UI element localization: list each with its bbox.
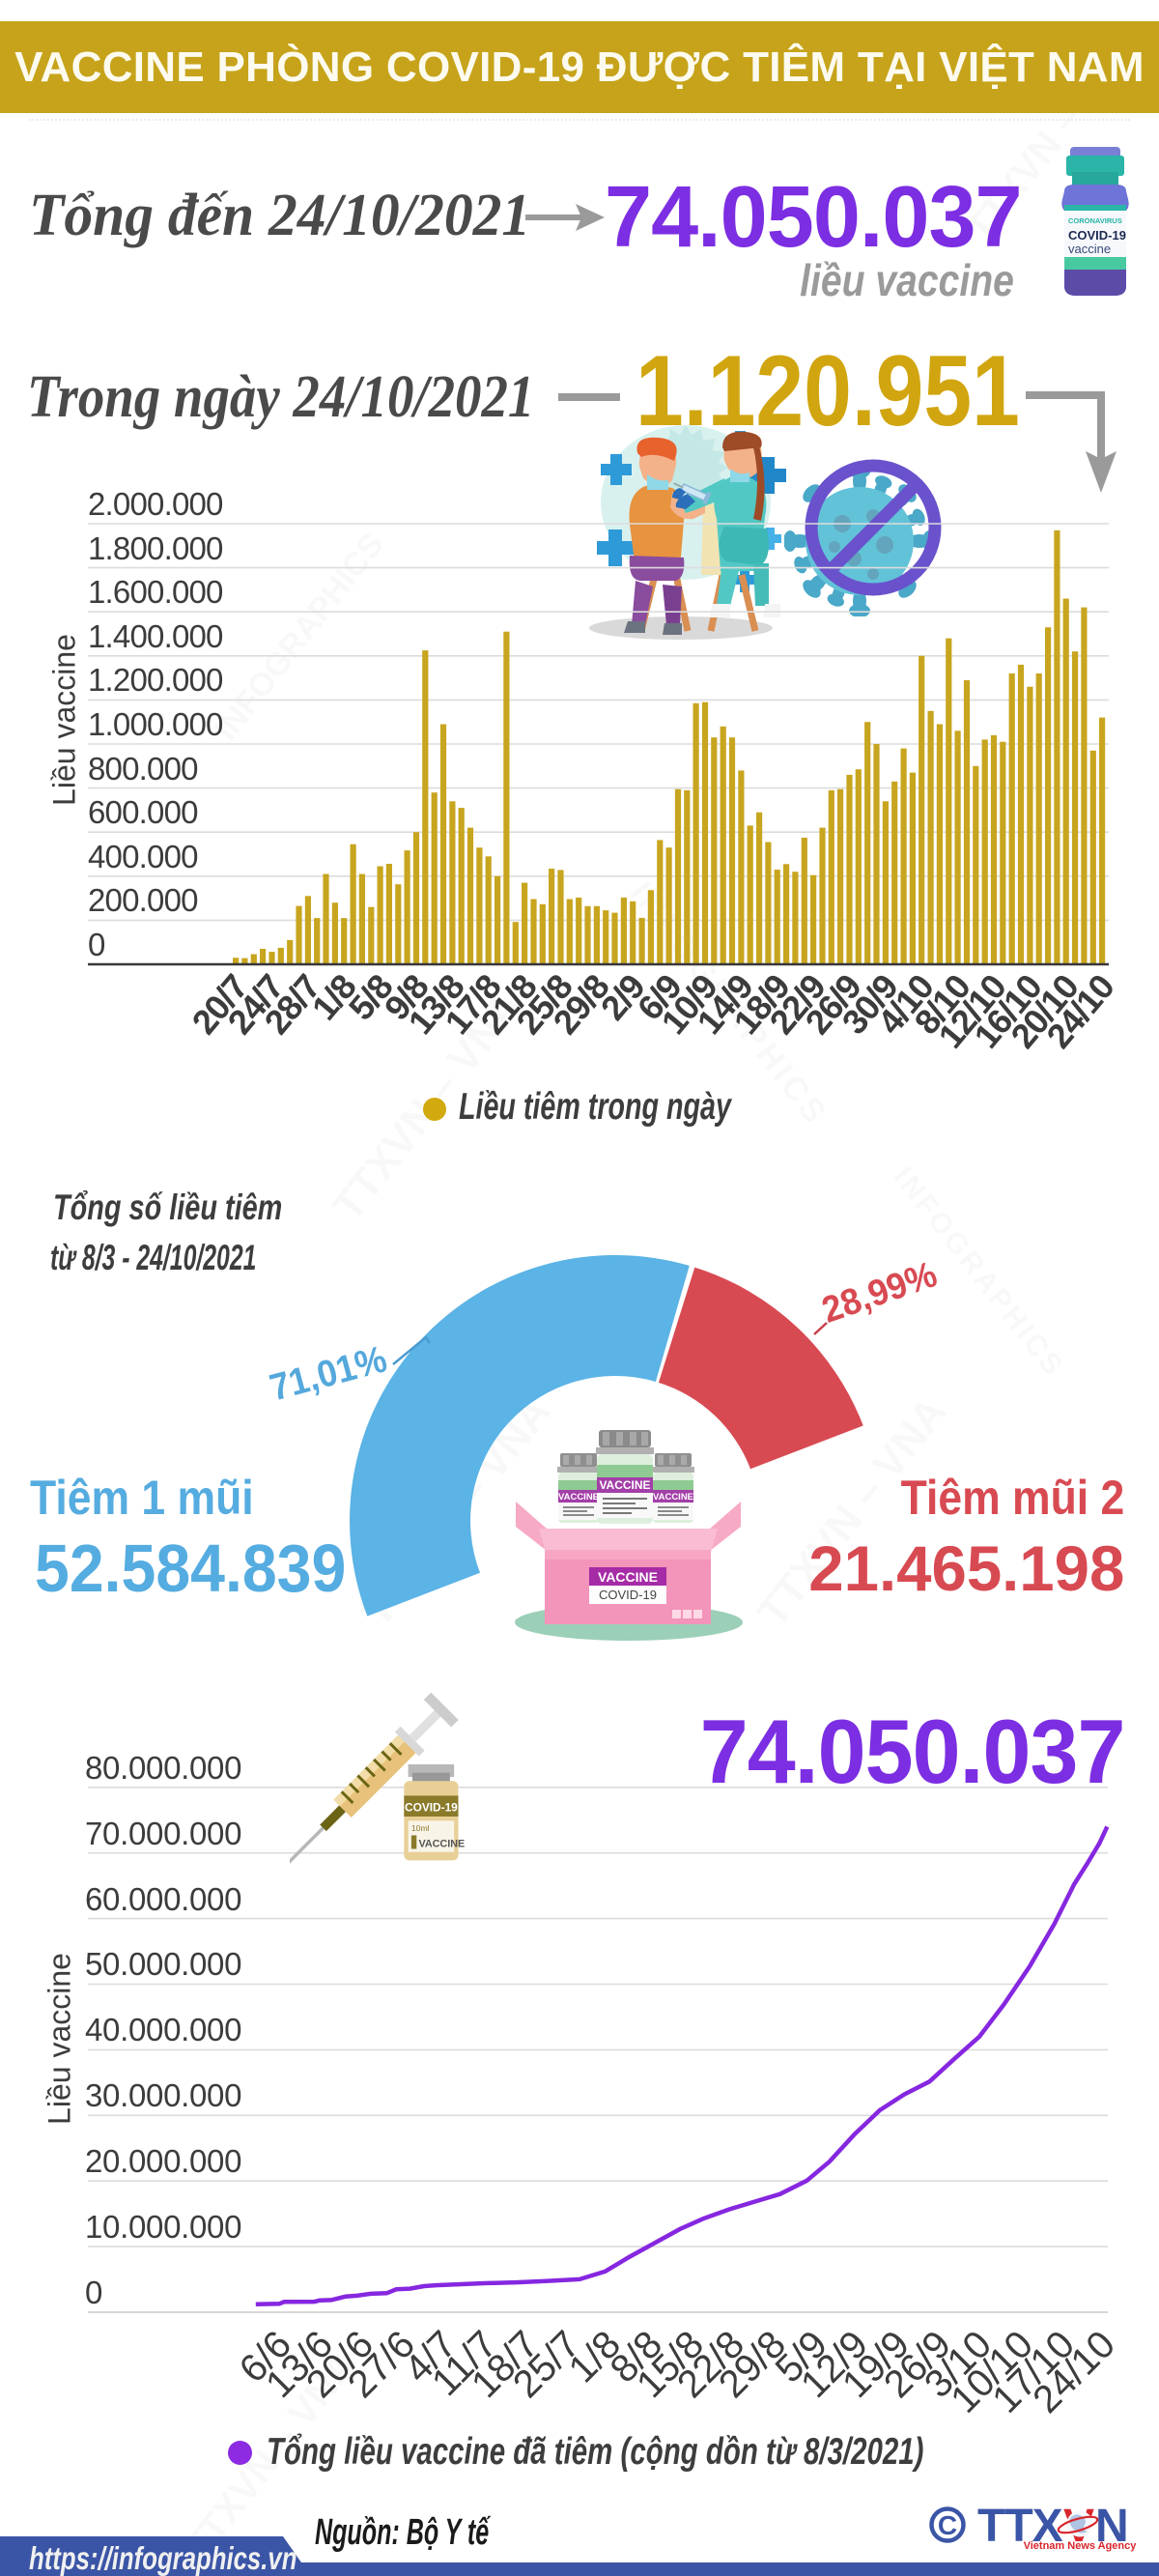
svg-text:N: N [1095,2501,1129,2552]
svg-text:VACCINE: VACCINE [598,1569,658,1585]
svg-text:C: C [938,2510,957,2540]
svg-text:vaccine: vaccine [1068,242,1111,256]
svg-text:COVID-19: COVID-19 [405,1801,458,1815]
svg-text:10ml: 10ml [411,1823,430,1833]
svg-text:TTX: TTX [977,2501,1063,2552]
svg-text:Vietnam News Agency: Vietnam News Agency [1024,2540,1138,2552]
svg-text:VACCINE: VACCINE [418,1838,465,1849]
svg-text:COVID-19: COVID-19 [1068,228,1126,243]
svg-text:VACCINE: VACCINE [653,1492,693,1503]
svg-text:VACCINE: VACCINE [599,1478,650,1492]
svg-text:CORONAVIRUS: CORONAVIRUS [1068,216,1122,225]
svg-text:VACCINE: VACCINE [558,1492,599,1503]
svg-text:COVID-19: COVID-19 [599,1588,657,1602]
